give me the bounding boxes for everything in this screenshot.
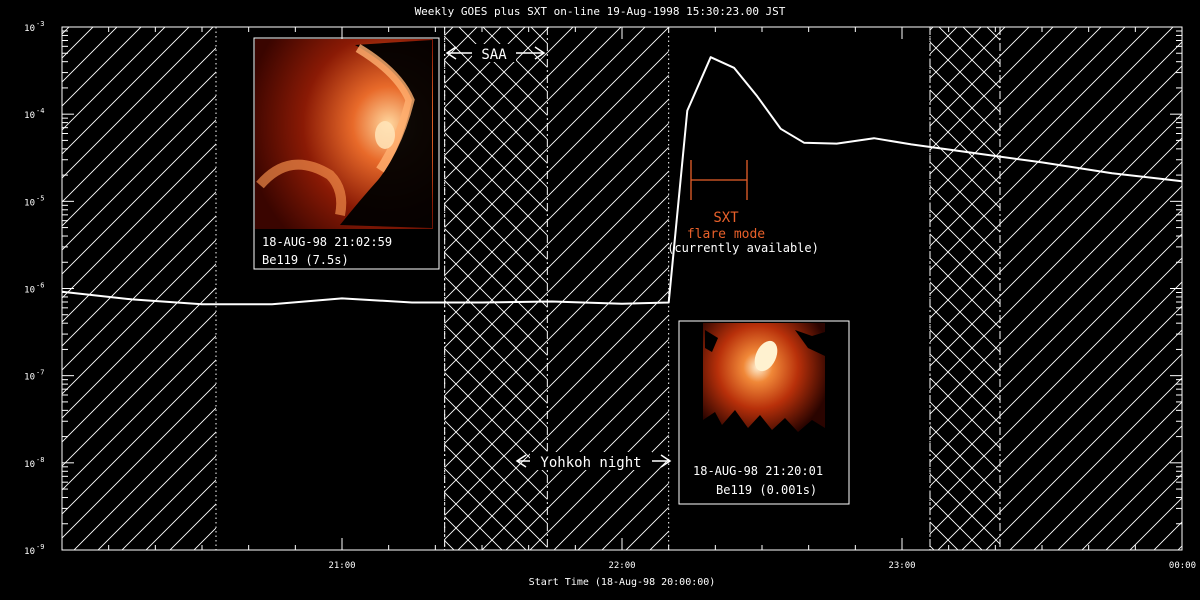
- inset-1-caption-filter: Be119 (7.5s): [262, 253, 349, 267]
- x-tick-label: 23:00: [888, 561, 915, 571]
- y-tick-label-exp: -7: [36, 369, 44, 377]
- x-axis-label: Start Time (18-Aug-98 20:00:00): [529, 577, 716, 588]
- x-tick-label: 22:00: [608, 561, 635, 571]
- hatched-period-saa: [444, 27, 548, 550]
- y-tick-label-exp: -4: [36, 107, 44, 115]
- y-tick-label: 10: [24, 286, 35, 296]
- saa-label: SAA: [481, 47, 507, 63]
- hatched-period-saa: [930, 27, 1000, 550]
- sxt-image-inset-2: 18-AUG-98 21:20:01 Be119 (0.001s): [678, 320, 850, 505]
- yohkoh-night-annotation: Yohkoh night: [515, 452, 672, 471]
- y-tick-label: 10: [24, 460, 35, 470]
- y-tick-label: 10: [24, 24, 35, 34]
- yohkoh-night-label: Yohkoh night: [540, 455, 641, 471]
- flare-label-available: (currently available): [667, 241, 819, 255]
- y-tick-label-exp: -9: [36, 543, 44, 551]
- y-tick-label: 10: [24, 547, 35, 557]
- y-tick-label-exp: -8: [36, 456, 44, 464]
- y-tick-label-exp: -6: [36, 282, 44, 290]
- x-axis-ticks: 21:00 22:00 23:00 00:00: [61, 27, 1196, 571]
- inset-2-caption-date: 18-AUG-98 21:20:01: [693, 464, 823, 478]
- x-tick-label: 21:00: [328, 561, 355, 571]
- saa-annotation: SAA: [445, 44, 546, 63]
- sxt-flare-mode-annotation: SXT flare mode (currently available): [667, 160, 819, 255]
- inset-1-caption-date: 18-AUG-98 21:02:59: [262, 235, 392, 249]
- x-tick-label: 00:00: [1169, 561, 1196, 571]
- inset-2-caption-filter: Be119 (0.001s): [716, 483, 817, 497]
- hatched-period-night: [62, 27, 216, 550]
- chart-title: Weekly GOES plus SXT on-line 19-Aug-1998…: [415, 5, 786, 18]
- y-axis-ticks: 10-310-410-510-610-710-810-9: [24, 20, 1182, 557]
- y-tick-label-exp: -3: [36, 20, 44, 28]
- flare-label-mode: flare mode: [687, 227, 765, 242]
- flare-label-sxt: SXT: [713, 210, 739, 226]
- y-tick-label: 10: [24, 373, 35, 383]
- y-tick-label-exp: -5: [36, 194, 44, 202]
- hatched-periods: [62, 27, 1182, 550]
- goes-flux-line: [61, 56, 1183, 306]
- sxt-image-inset-1: 18-AUG-98 21:02:59 Be119 (7.5s): [253, 37, 440, 270]
- y-tick-label: 10: [24, 111, 35, 121]
- y-tick-label: 10: [24, 198, 35, 208]
